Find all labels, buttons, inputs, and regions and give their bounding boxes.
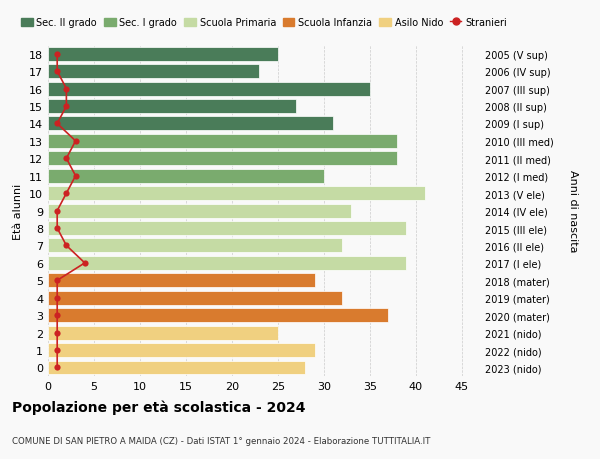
Y-axis label: Età alunni: Età alunni xyxy=(13,183,23,239)
Y-axis label: Anni di nascita: Anni di nascita xyxy=(568,170,577,252)
Bar xyxy=(48,308,388,323)
Bar xyxy=(48,343,314,357)
Point xyxy=(52,347,62,354)
Point xyxy=(52,294,62,302)
Bar xyxy=(48,48,278,62)
Bar xyxy=(48,274,314,288)
Bar xyxy=(48,134,397,149)
Text: Popolazione per età scolastica - 2024: Popolazione per età scolastica - 2024 xyxy=(12,399,305,414)
Point xyxy=(62,86,71,93)
Point xyxy=(71,173,80,180)
Point xyxy=(52,68,62,76)
Point xyxy=(52,312,62,319)
Bar xyxy=(48,100,296,114)
Point xyxy=(52,121,62,128)
Point xyxy=(52,329,62,336)
Bar xyxy=(48,152,397,166)
Bar xyxy=(48,204,352,218)
Point xyxy=(62,155,71,162)
Bar xyxy=(48,257,406,270)
Bar xyxy=(48,326,278,340)
Bar xyxy=(48,291,342,305)
Bar xyxy=(48,65,259,79)
Point xyxy=(80,260,89,267)
Bar xyxy=(48,239,342,253)
Point xyxy=(62,103,71,111)
Point xyxy=(52,277,62,285)
Bar xyxy=(48,361,305,375)
Bar xyxy=(48,117,333,131)
Legend: Sec. II grado, Sec. I grado, Scuola Primaria, Scuola Infanzia, Asilo Nido, Stran: Sec. II grado, Sec. I grado, Scuola Prim… xyxy=(17,14,511,32)
Point xyxy=(52,207,62,215)
Point xyxy=(62,242,71,250)
Text: COMUNE DI SAN PIETRO A MAIDA (CZ) - Dati ISTAT 1° gennaio 2024 - Elaborazione TU: COMUNE DI SAN PIETRO A MAIDA (CZ) - Dati… xyxy=(12,436,430,445)
Bar xyxy=(48,169,324,183)
Bar xyxy=(48,222,406,235)
Point xyxy=(71,138,80,145)
Bar xyxy=(48,187,425,201)
Point xyxy=(52,51,62,58)
Point xyxy=(52,364,62,371)
Point xyxy=(62,190,71,197)
Point xyxy=(52,225,62,232)
Bar xyxy=(48,83,370,96)
